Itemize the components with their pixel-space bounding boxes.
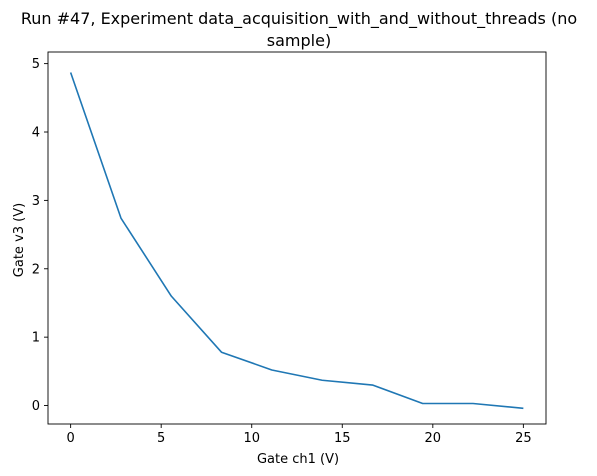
axes-frame (47, 51, 547, 425)
x-tick-label-1: 5 (157, 431, 165, 446)
x-tick-label-4: 20 (425, 431, 442, 446)
x-axis-label: Gate ch1 (V) (257, 452, 339, 467)
y-tick-label-0: 0 (32, 399, 40, 414)
x-tick-label-2: 10 (243, 431, 260, 446)
x-tick-label-5: 25 (515, 431, 532, 446)
x-tick-label-0: 0 (66, 431, 74, 446)
y-tick-label-2: 2 (32, 262, 40, 277)
chart-title-line-2: sample) (267, 31, 331, 50)
y-tick-label-1: 1 (32, 331, 40, 346)
plot-area: 0 5 10 15 20 25 0 1 2 3 4 5 (32, 51, 547, 446)
y-tick-label-5: 5 (32, 57, 40, 72)
x-tick-label-3: 15 (334, 431, 351, 446)
series-line-0 (69, 72, 524, 410)
y-tick-label-4: 4 (32, 126, 40, 141)
y-axis-label: Gate v3 (V) (12, 203, 27, 277)
y-tick-label-3: 3 (32, 194, 40, 209)
chart-title-line-1: Run #47, Experiment data_acquisition_wit… (21, 9, 577, 29)
